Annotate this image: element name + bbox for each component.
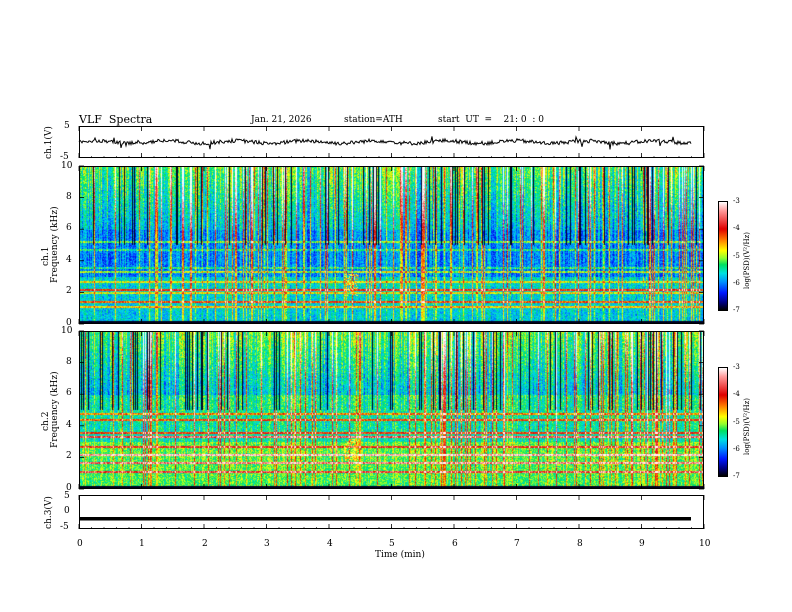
- ch2-spectrogram-axis: [78, 330, 705, 490]
- ch3-waveform-plot: [78, 495, 705, 529]
- ch1-waveform-plot: [78, 126, 705, 158]
- ch1-ytick-bottom: -5: [60, 152, 69, 162]
- ch3-ytick-mid: 0: [64, 506, 70, 516]
- ch1-ytick-top: 5: [64, 121, 70, 131]
- ch3-waveform-ylabel: ch.3(V): [44, 496, 54, 529]
- ch2-spectrogram-image: [79, 331, 704, 489]
- ch1-freq-tick-8: 8: [66, 192, 72, 202]
- ch2-colorbar: [718, 367, 728, 477]
- xtick-6: 6: [452, 539, 458, 549]
- ch2-freq-tick-10: 10: [61, 326, 73, 336]
- ch2-freq-tick-0: 0: [66, 483, 72, 493]
- ch1-freq-tick-0: 0: [66, 318, 72, 328]
- ch2-colorbar-title: log(PSD)(V²/Hz): [743, 398, 751, 455]
- ch1-spectrogram-image: [79, 166, 704, 324]
- ch2-colorbar-tick-m4: -4: [733, 390, 740, 398]
- ch1-colorbar-tick-m4: -4: [733, 224, 740, 232]
- ch3-ytick-top: 5: [64, 491, 70, 501]
- ch1-colorbar-title: log(PSD)(V²/Hz): [743, 232, 751, 289]
- xtick-2: 2: [202, 539, 208, 549]
- ch3-ytick-bottom: -5: [60, 522, 69, 532]
- ch1-freq-tick-6: 6: [66, 223, 72, 233]
- ch1-freq-tick-2: 2: [66, 286, 72, 296]
- xtick-10: 10: [699, 539, 711, 549]
- date-label: Jan. 21, 2026: [251, 115, 312, 125]
- xtick-1: 1: [139, 539, 145, 549]
- ch2-freq-tick-6: 6: [66, 388, 72, 398]
- ch2-colorbar-tick-m5: -5: [733, 418, 740, 426]
- ch1-freq-tick-10: 10: [61, 161, 73, 171]
- ch2-freq-tick-4: 4: [66, 420, 72, 430]
- xtick-7: 7: [514, 539, 520, 549]
- ch1-wave-trace: [78, 135, 692, 150]
- ch2-colorbar-tick-m3: -3: [733, 363, 740, 371]
- xtick-4: 4: [327, 539, 333, 549]
- ch2-freq-tick-2: 2: [66, 451, 72, 461]
- xtick-0: 0: [77, 539, 83, 549]
- xtick-5: 5: [389, 539, 395, 549]
- ch1-spectrogram-axis: [78, 165, 705, 325]
- ch1-colorbar: [718, 201, 728, 311]
- ch2-spectrogram-ylabel-freq: Frequency (kHz): [50, 371, 60, 448]
- ch1-waveform-ylabel: ch.1(V): [44, 126, 54, 159]
- ch1-freq-tick-4: 4: [66, 255, 72, 265]
- ch2-freq-tick-8: 8: [66, 357, 72, 367]
- ch1-colorbar-tick-m7: -7: [733, 306, 740, 314]
- figure-title: VLF Spectra: [79, 113, 153, 126]
- ch1-spectrogram-ylabel-freq: Frequency (kHz): [50, 206, 60, 283]
- ch2-colorbar-tick-m7: -7: [733, 472, 740, 480]
- xtick-3: 3: [264, 539, 270, 549]
- start-ut-label: start UT = 21: 0 : 0: [438, 115, 544, 125]
- ch1-colorbar-tick-m6: -6: [733, 279, 740, 287]
- ch2-colorbar-tick-m6: -6: [733, 445, 740, 453]
- x-axis-label: Time (min): [375, 550, 425, 560]
- xtick-9: 9: [639, 539, 645, 549]
- ch1-colorbar-tick-m5: -5: [733, 252, 740, 260]
- station-label: station=ATH: [344, 115, 403, 125]
- ch1-colorbar-tick-m3: -3: [733, 197, 740, 205]
- xtick-8: 8: [577, 539, 583, 549]
